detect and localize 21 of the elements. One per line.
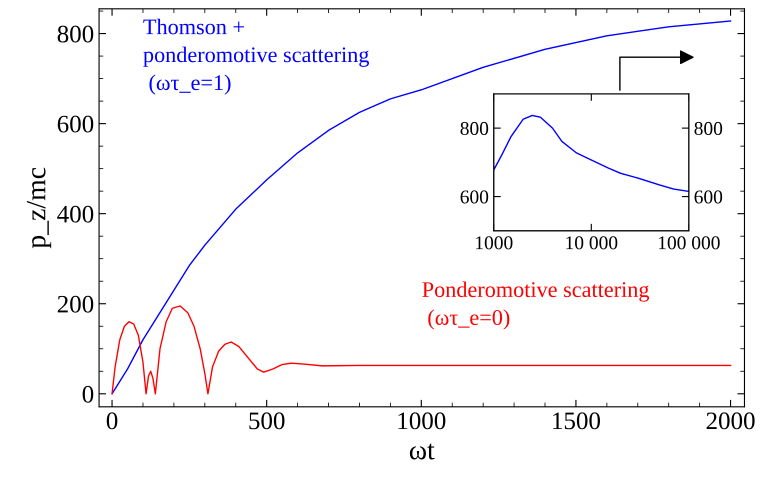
x-tick-label: 2000	[706, 412, 755, 430]
x-tick-label: 500	[249, 412, 284, 430]
x-tick-label: 100 000	[658, 236, 720, 250]
x-tick-label: 10 000	[566, 236, 618, 250]
y2-tick-label: 800	[694, 122, 722, 136]
y-tick-label: 0	[82, 386, 94, 403]
y-axis-title: p_z/mc	[26, 168, 52, 248]
x-tick-label: 1000	[476, 236, 512, 250]
series-label: Thomson + ponderomotive scattering (ωτ_e=1)	[143, 18, 369, 95]
line-series	[111, 20, 732, 394]
y-tick-label: 600	[58, 116, 94, 133]
y-tick-label: 800	[58, 26, 94, 42]
series-label: Ponderomotive scattering (ωτ_e=0)	[422, 281, 650, 330]
y-tick-label: 200	[58, 296, 94, 313]
x-tick-label: 0	[106, 412, 118, 430]
y2-tick-label: 600	[694, 190, 722, 204]
x-tick-label: 1500	[553, 412, 600, 430]
x-axis-title: ωt	[410, 444, 435, 460]
line-series	[111, 305, 732, 394]
x-tick-label: 1000	[398, 412, 446, 430]
y-tick-label: 400	[57, 206, 94, 223]
